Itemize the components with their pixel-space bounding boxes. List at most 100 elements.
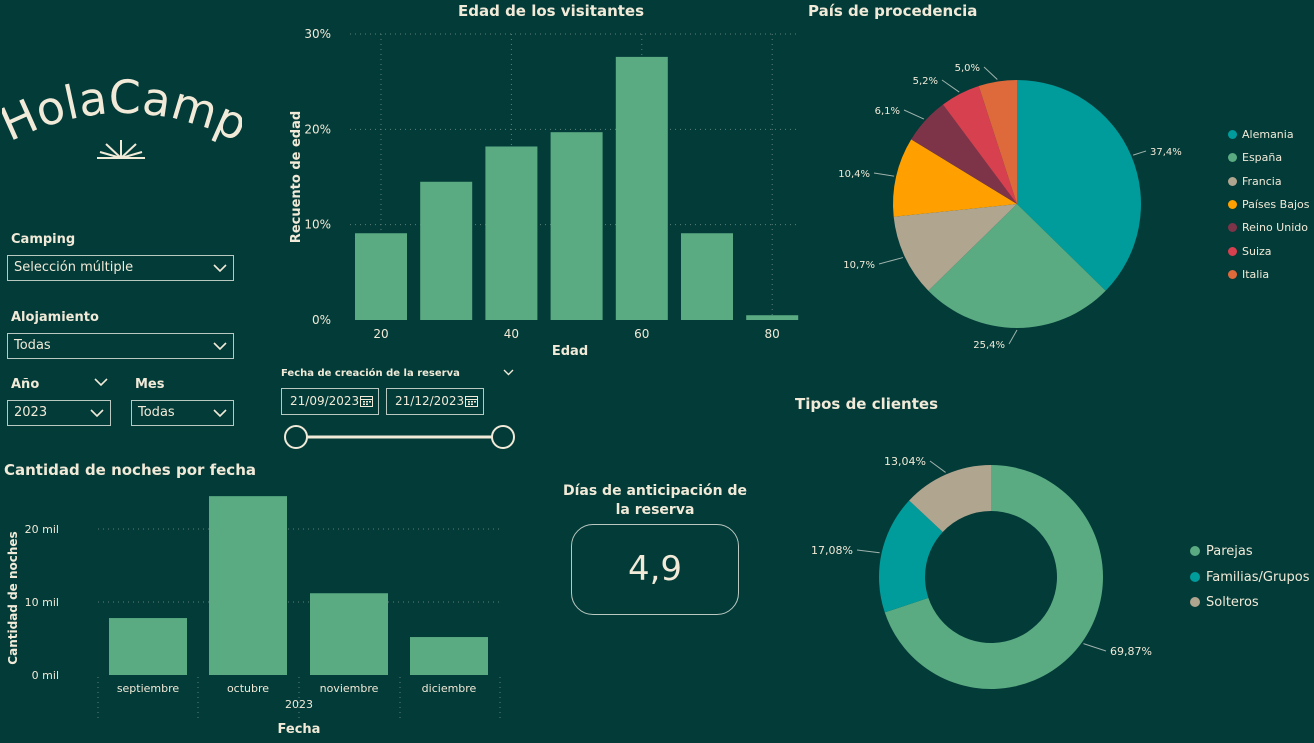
bar [310, 593, 388, 675]
pie-slice [942, 86, 1017, 204]
camping-label: Camping [11, 232, 76, 247]
donut-slice [879, 500, 943, 613]
pais-chart: 37,4% 25,4% 10,7% 10,4% 6,1% 5,2% 5,0% [838, 63, 1182, 351]
legend-label: Alemania [1242, 128, 1294, 141]
slice-label: 5,2% [913, 76, 938, 87]
bar [410, 637, 488, 675]
leader-line [1083, 643, 1107, 652]
slice-label: 17,08% [811, 544, 853, 557]
end-date-input[interactable]: 21/12/2023 [386, 388, 484, 415]
legend-dot [1228, 199, 1237, 209]
slider-end-handle[interactable] [491, 425, 515, 449]
legend-item[interactable]: Francia [1228, 175, 1282, 188]
legend-dot [1228, 130, 1237, 139]
brand-name: HolaCamp [0, 70, 256, 152]
alojamiento-dropdown[interactable]: Todas [7, 333, 234, 359]
legend-item[interactable]: Parejas [1190, 544, 1253, 559]
anio-expand-icon[interactable] [94, 378, 108, 387]
kpi-title: Días de anticipación de la reserva [560, 482, 750, 520]
x-tick-label: noviembre [320, 682, 379, 695]
date-range-slider[interactable] [281, 423, 521, 453]
pie-slice [928, 204, 1106, 328]
pie-slice [978, 80, 1017, 204]
kpi-card: 4,9 [571, 524, 739, 615]
legend-item[interactable]: Países Bajos [1228, 198, 1309, 211]
anio-dropdown[interactable]: 2023 [7, 400, 111, 426]
leader-line [856, 549, 880, 554]
leader-line [903, 109, 925, 120]
leader-line [983, 66, 998, 80]
bar [209, 496, 287, 675]
legend-label: España [1242, 151, 1283, 165]
y-tick-label: 20% [304, 122, 331, 136]
y-tick-label: 10 mil [25, 596, 59, 609]
slice-label: 5,0% [955, 63, 980, 74]
donut-slice [909, 465, 991, 532]
sun-rays-icon [97, 140, 145, 159]
chevron-down-icon[interactable] [503, 369, 514, 376]
bar [485, 146, 538, 320]
start-date-value: 21/09/2023 [290, 394, 360, 408]
x-tick-label: septiembre [117, 682, 180, 695]
kpi-value: 4,9 [627, 549, 683, 589]
bar [681, 233, 733, 320]
mes-label: Mes [135, 377, 165, 392]
legend-label: Reino Unido [1242, 221, 1308, 235]
slice-label: 69,87% [1110, 645, 1152, 658]
slice-label: 25,4% [973, 340, 1005, 351]
legend-item[interactable]: Italia [1228, 268, 1269, 281]
end-date-value: 21/12/2023 [395, 394, 465, 408]
legend-dot [1228, 269, 1237, 279]
legend-label: Italia [1242, 267, 1270, 281]
clientes-chart-title: Tipos de clientes [795, 395, 938, 413]
legend-item[interactable]: España [1228, 151, 1282, 164]
leader-line [878, 257, 904, 265]
camping-value: Selección múltiple [14, 260, 134, 275]
legend-label: Países Bajos [1242, 197, 1310, 211]
x-tick-label: 20 [373, 327, 388, 341]
calendar-icon[interactable] [360, 395, 373, 407]
start-date-input[interactable]: 21/09/2023 [281, 388, 379, 415]
legend-dot [1190, 597, 1200, 607]
slice-label: 6,1% [875, 106, 900, 117]
legend-dot [1190, 546, 1200, 556]
clientes-chart: 69,87% 17,08% 13,04% [811, 455, 1152, 689]
legend-dot [1228, 223, 1237, 233]
legend-item[interactable]: Reino Unido [1228, 221, 1308, 234]
legend-dot [1228, 153, 1237, 163]
x-tick-label: 80 [765, 327, 780, 341]
x-axis-title: Edad [552, 344, 588, 359]
y-tick-label: 0% [312, 313, 331, 327]
y-tick-label: 20 mil [25, 523, 59, 536]
kpi-title-line2: la reserva [615, 502, 695, 518]
bar [420, 181, 473, 320]
alojamiento-value: Todas [14, 338, 51, 353]
legend-label: Familias/Grupos [1206, 569, 1310, 585]
anio-value: 2023 [14, 405, 48, 420]
chevron-down-icon [90, 409, 104, 418]
leader-line [1008, 329, 1018, 345]
y-tick-label: 0 mil [32, 669, 59, 682]
y-tick-label: 10% [304, 218, 331, 232]
x-axis-title: Fecha [278, 722, 321, 737]
slider-start-handle[interactable] [284, 425, 308, 449]
camping-dropdown[interactable]: Selección múltiple [7, 255, 234, 281]
legend-dot [1228, 246, 1237, 256]
legend-item[interactable]: Suiza [1228, 245, 1272, 258]
fecha-label: Fecha de creación de la reserva [281, 368, 460, 379]
donut-slice [884, 465, 1103, 689]
x-tick-label: octubre [227, 682, 269, 695]
chevron-down-icon [213, 342, 227, 351]
legend-item[interactable]: Solteros [1190, 595, 1259, 610]
leader-line [873, 172, 895, 177]
legend-item[interactable]: Alemania [1228, 128, 1294, 141]
calendar-icon[interactable] [465, 395, 478, 407]
chevron-down-icon [213, 409, 227, 418]
year-label: 2023 [285, 698, 313, 711]
pie-slice [911, 104, 1017, 204]
edad-chart: 0% 10% 20% 30% 20 40 60 80 Edad Recuento de edad [289, 27, 800, 359]
chevron-down-icon [213, 264, 227, 273]
legend-item[interactable]: Familias/Grupos [1190, 570, 1310, 585]
bar [615, 56, 668, 320]
mes-dropdown[interactable]: Todas [131, 400, 234, 426]
